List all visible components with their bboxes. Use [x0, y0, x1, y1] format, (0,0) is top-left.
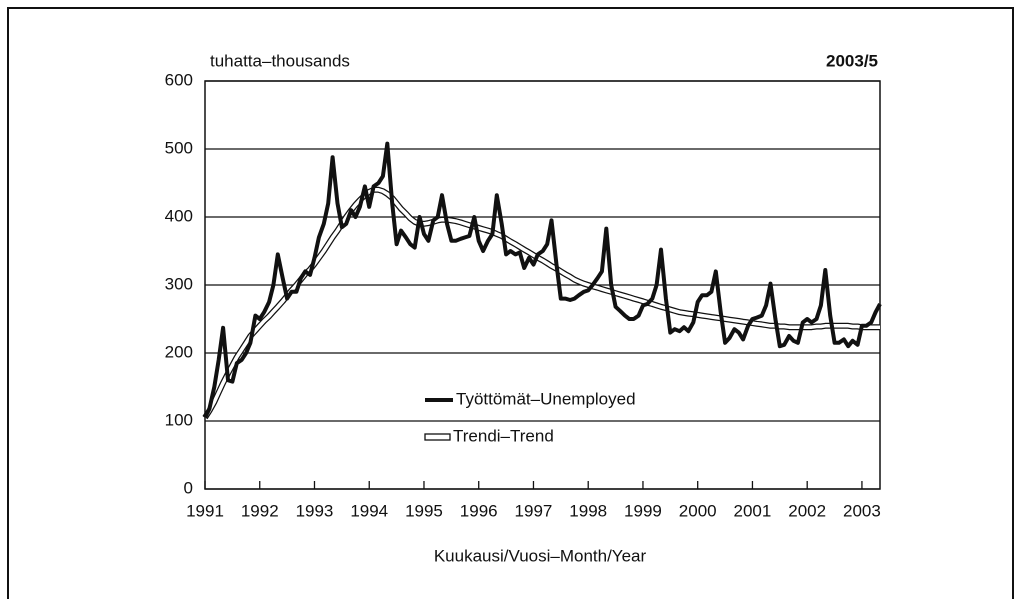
- x-tick-label: 1999: [624, 501, 662, 520]
- x-tick-label: 1995: [405, 501, 443, 520]
- x-tick-label: 1997: [515, 501, 553, 520]
- y-tick-label: 600: [165, 70, 193, 89]
- x-tick-label: 1998: [569, 501, 607, 520]
- x-tick-label: 2002: [788, 501, 826, 520]
- trend-line-inner: [203, 188, 880, 419]
- frame: [7, 7, 1014, 599]
- y-tick-label: 400: [165, 206, 193, 225]
- legend-label: Trendi–Trend: [453, 426, 554, 445]
- x-tick-label: 2001: [734, 501, 772, 520]
- trend-line: [202, 186, 880, 420]
- legend-swatch: [424, 433, 451, 441]
- y-tick-label: 0: [184, 478, 193, 497]
- x-tick-label: 1991: [186, 501, 224, 520]
- x-axis-title: Kuukausi/Vuosi–Month/Year: [434, 546, 647, 565]
- period-label: 2003/5: [826, 51, 878, 70]
- x-tick-label: 2003: [843, 501, 881, 520]
- y-tick-label: 100: [165, 410, 193, 429]
- y-tick-label: 300: [165, 274, 193, 293]
- x-tick-label: 2000: [679, 501, 717, 520]
- x-tick-label: 1993: [296, 501, 334, 520]
- y-tick-label: 200: [165, 342, 193, 361]
- y-tick-label: 500: [165, 138, 193, 157]
- y-axis-title: tuhatta–thousands: [210, 51, 350, 70]
- x-tick-label: 1996: [460, 501, 498, 520]
- x-tick-label: 1992: [241, 501, 279, 520]
- x-tick-label: 1994: [350, 501, 388, 520]
- legend-label: Työttömät–Unemployed: [456, 389, 636, 408]
- unemployed-line: [203, 141, 882, 419]
